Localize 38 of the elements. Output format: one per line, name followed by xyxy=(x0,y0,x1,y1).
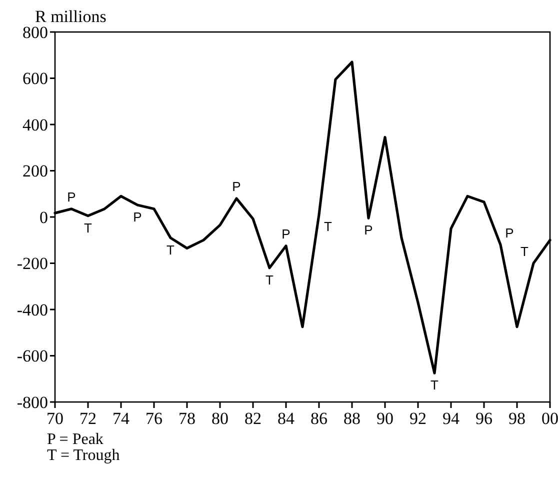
x-tick-label: 98 xyxy=(508,409,526,428)
x-tick-label: 00 xyxy=(542,409,558,428)
y-tick-label: -400 xyxy=(16,300,48,320)
annotation: T xyxy=(166,242,175,258)
annotation: P xyxy=(67,189,76,204)
x-tick-label: 90 xyxy=(376,409,394,428)
x-tick-label: 86 xyxy=(310,409,328,428)
y-tick-label: 200 xyxy=(22,162,48,181)
annotation: T xyxy=(430,378,439,393)
annotation: P xyxy=(364,222,373,238)
annotation: P xyxy=(282,226,290,242)
annotation: T xyxy=(324,219,332,234)
text: P = Peak xyxy=(47,431,104,448)
x-tick-label: 70 xyxy=(46,409,64,428)
x-tick-label: 88 xyxy=(344,409,360,428)
x-tick-label: 76 xyxy=(146,409,162,428)
annotation: T xyxy=(266,272,274,288)
x-tick-label: 78 xyxy=(178,409,196,428)
x-tick-label: 96 xyxy=(476,409,492,428)
annotation: P xyxy=(232,179,241,194)
x-tick-label: 84 xyxy=(278,409,295,428)
annotation: T xyxy=(520,244,529,259)
y-tick-label: -800 xyxy=(16,392,48,412)
y-tick-label: 400 xyxy=(22,115,48,134)
y-tick-label: -200 xyxy=(16,254,48,274)
x-tick-label: 92 xyxy=(410,409,426,428)
text: T = Trough xyxy=(47,447,120,464)
x-tick-label: 82 xyxy=(244,409,262,428)
x-tick-label: 80 xyxy=(212,409,228,428)
y-tick-label: 600 xyxy=(22,69,48,88)
annotation: P xyxy=(133,210,142,225)
x-tick-label: 94 xyxy=(442,409,460,428)
annotation: T xyxy=(84,220,92,236)
x-tick-label: 72 xyxy=(80,409,96,428)
annotation: P xyxy=(505,225,514,240)
y-tick-label: -600 xyxy=(16,346,48,366)
x-tick-label: 74 xyxy=(112,409,130,428)
y-tick-label: 0 xyxy=(40,208,48,227)
